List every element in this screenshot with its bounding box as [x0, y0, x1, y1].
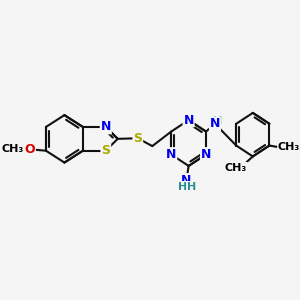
Text: CH₃: CH₃ — [278, 142, 300, 152]
Text: CH₃: CH₃ — [2, 144, 24, 154]
Text: CH₃: CH₃ — [225, 163, 247, 172]
Text: O: O — [24, 143, 35, 156]
Text: N: N — [100, 121, 111, 134]
Text: N: N — [166, 148, 176, 161]
Text: N: N — [183, 114, 194, 127]
Text: H: H — [178, 182, 188, 192]
Text: S: S — [101, 144, 110, 157]
Text: H: H — [213, 116, 222, 126]
Text: N: N — [210, 117, 220, 130]
Text: S: S — [133, 132, 142, 145]
Text: N: N — [181, 174, 192, 187]
Text: H: H — [187, 182, 196, 192]
Text: N: N — [201, 148, 211, 161]
